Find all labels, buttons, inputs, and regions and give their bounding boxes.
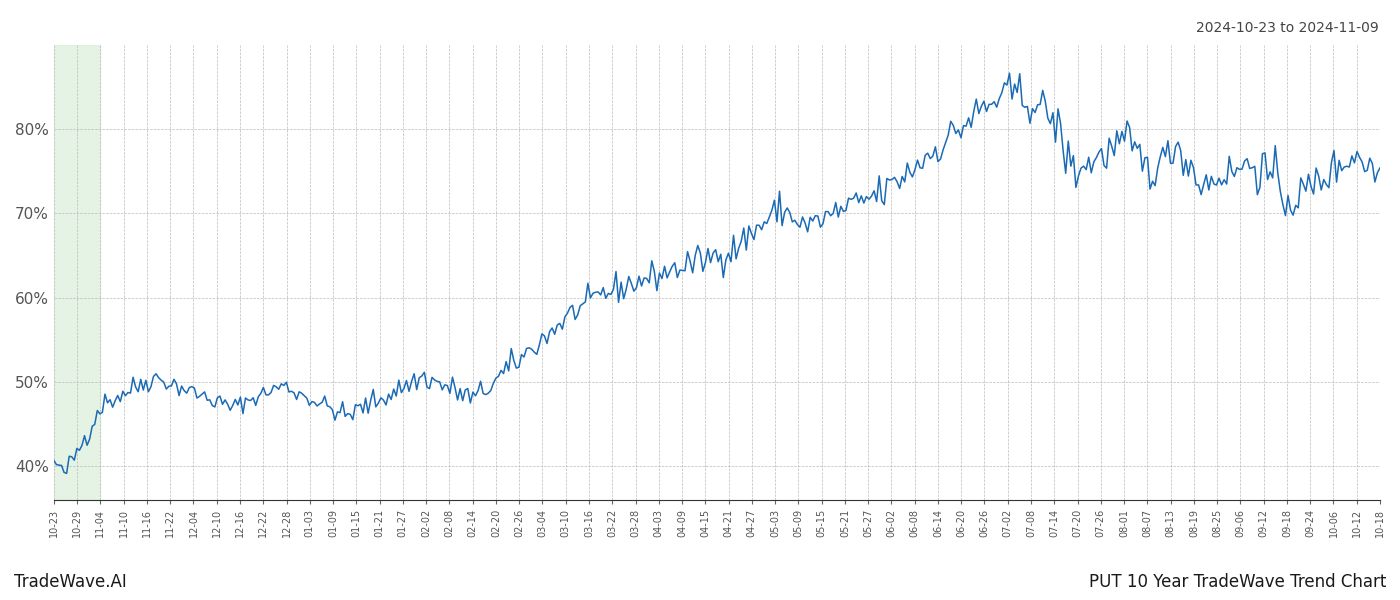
- Text: PUT 10 Year TradeWave Trend Chart: PUT 10 Year TradeWave Trend Chart: [1089, 573, 1386, 591]
- Text: TradeWave.AI: TradeWave.AI: [14, 573, 127, 591]
- Text: 2024-10-23 to 2024-11-09: 2024-10-23 to 2024-11-09: [1196, 21, 1379, 35]
- Bar: [53, 45, 101, 500]
